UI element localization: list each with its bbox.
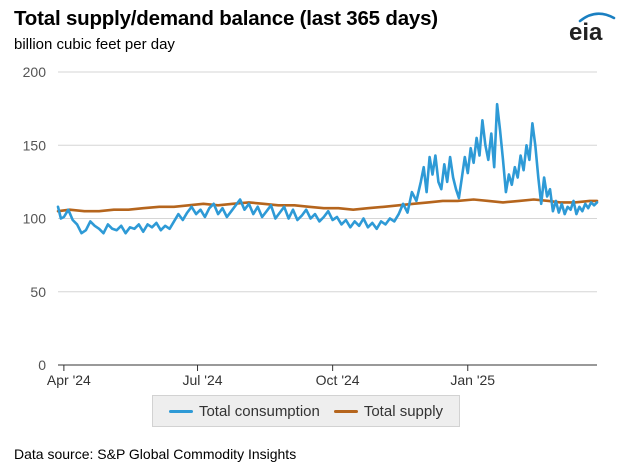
chart-title: Total supply/demand balance (last 365 da… <box>14 7 438 30</box>
x-tick-label: Jul '24 <box>183 372 223 388</box>
eia-logo-text: eia <box>569 19 603 44</box>
y-tick-label: 200 <box>23 64 47 80</box>
chart-subtitle: billion cubic feet per day <box>14 36 175 53</box>
x-tick-label: Jan '25 <box>450 372 495 388</box>
data-source: Data source: S&P Global Commodity Insigh… <box>14 446 297 462</box>
series-line-total-supply <box>56 198 599 213</box>
y-tick-label: 100 <box>23 211 47 227</box>
x-tick-label: Apr '24 <box>47 372 91 388</box>
x-tick-label: Oct '24 <box>316 372 360 388</box>
legend-swatch-supply <box>333 409 358 413</box>
legend-label-consumption: Total consumption <box>198 402 320 420</box>
legend-item-consumption[interactable]: Total consumption <box>168 402 320 420</box>
eia-logo-arc <box>578 12 616 23</box>
series-line-total-consumption <box>56 102 599 235</box>
legend-swatch-consumption <box>168 409 193 413</box>
axes: 0 50 100 150 200 Apr '24 Jul '24 Oct '24 Jan '25 <box>23 64 597 388</box>
legend-item-supply[interactable]: Total supply <box>333 402 444 420</box>
series <box>56 102 599 235</box>
y-tick-label: 150 <box>23 137 47 153</box>
legend: Total consumption Total supply <box>152 395 460 427</box>
gridlines <box>58 71 597 293</box>
eia-logo: eia <box>569 12 616 44</box>
legend-label-supply: Total supply <box>363 402 444 420</box>
y-tick-label: 0 <box>38 357 46 373</box>
y-tick-label: 50 <box>30 284 46 300</box>
